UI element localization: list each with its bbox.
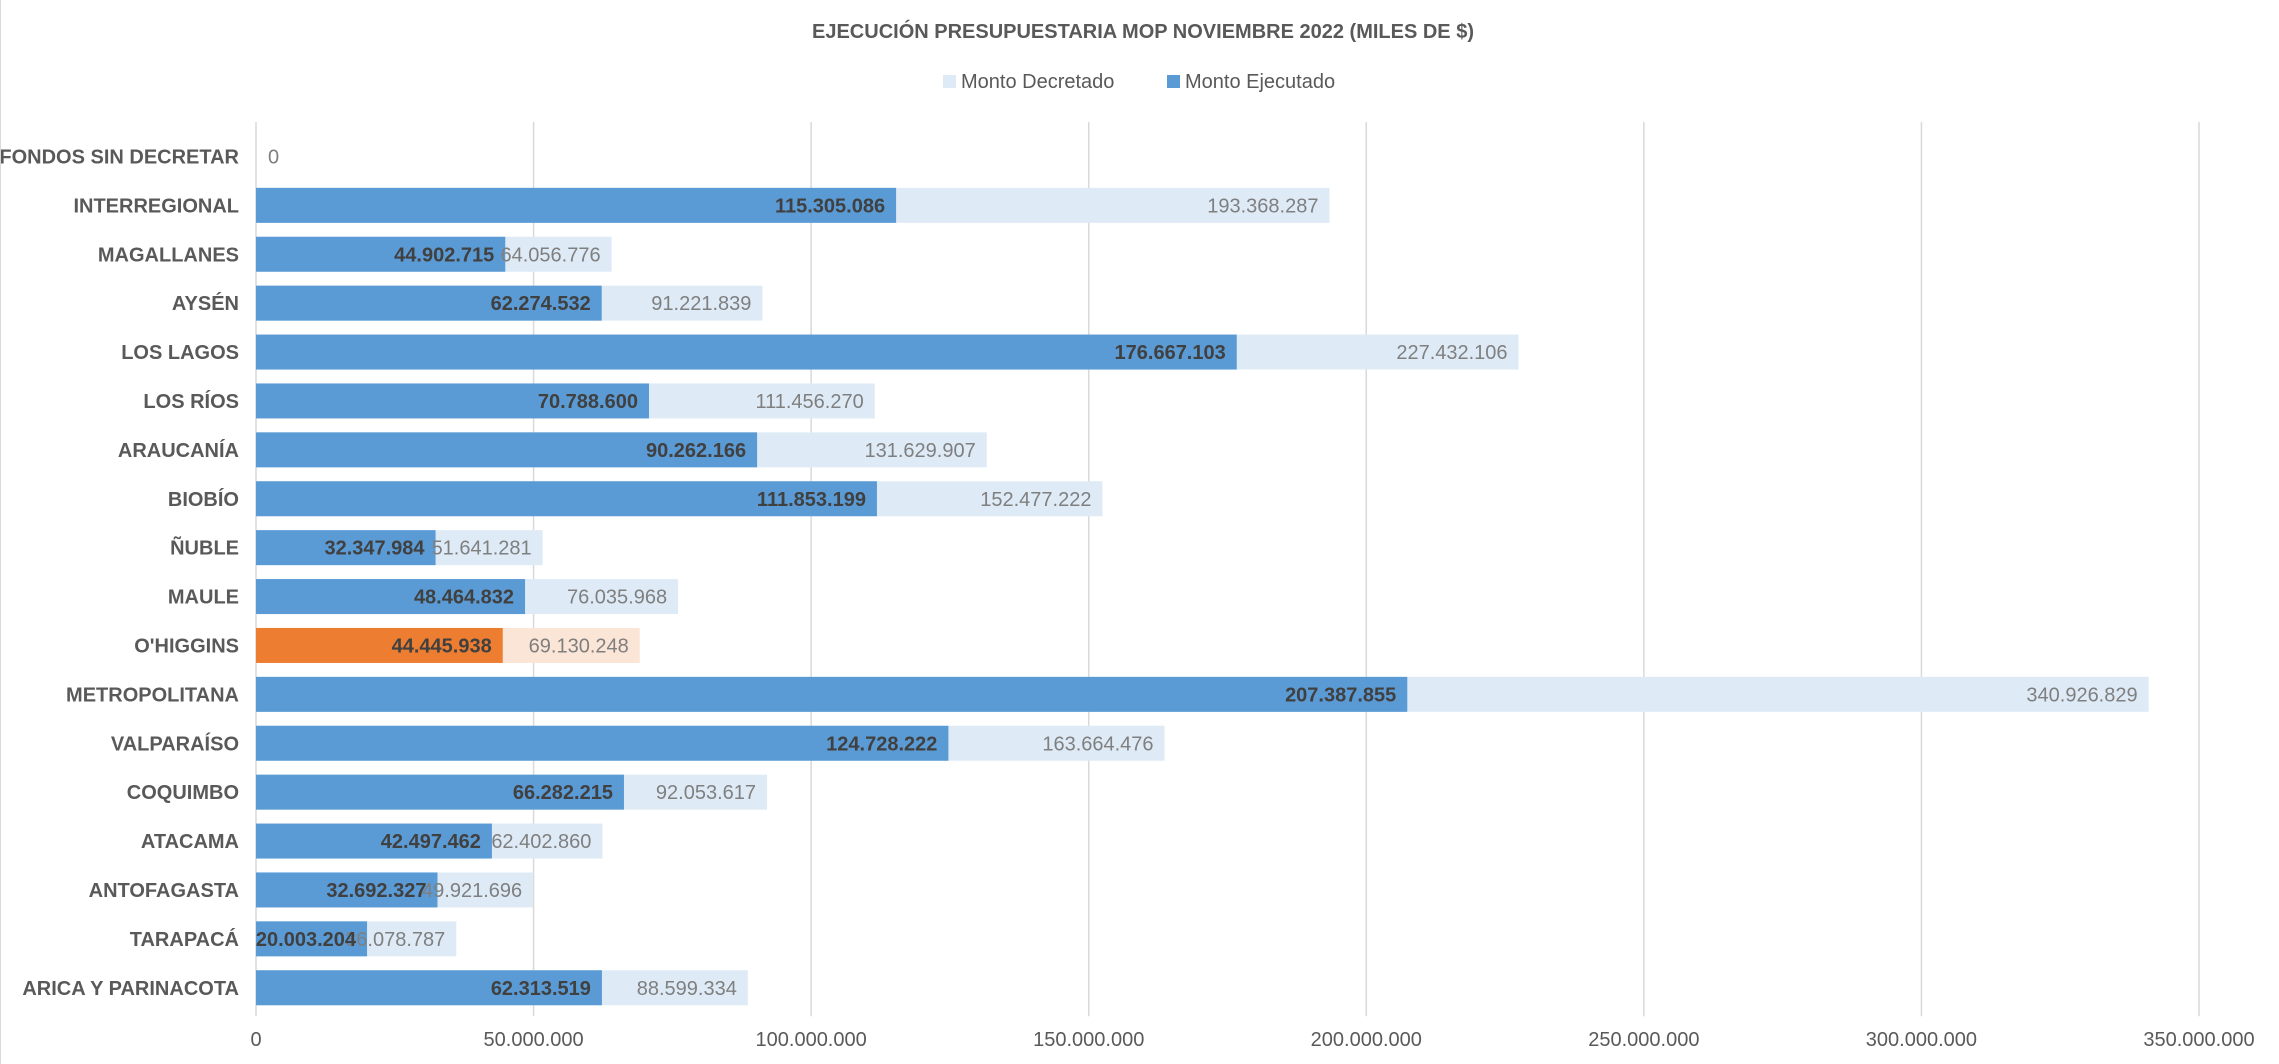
bar-monto-ejecutado <box>256 872 438 908</box>
x-tick-label: 250.000.000 <box>1588 1029 1699 1051</box>
bar-monto-ejecutado <box>256 725 949 761</box>
data-label-ejecutado: 44.902.715 <box>394 244 494 266</box>
data-label-ejecutado: 115.305.086 <box>775 195 885 217</box>
data-label-ejecutado: 66.282.215 <box>513 782 613 804</box>
data-label-ejecutado: 70.788.600 <box>538 391 638 413</box>
data-label-decretado: 64.056.776 <box>500 244 600 266</box>
bar-monto-ejecutado <box>256 823 492 859</box>
data-label-decretado: 88.599.334 <box>637 978 737 1000</box>
category-label: LOS RÍOS <box>143 390 239 413</box>
category-label: ÑUBLE <box>170 537 239 560</box>
data-label-decretado: 131.629.907 <box>864 440 975 462</box>
category-label: ANTOFAGASTA <box>89 880 239 902</box>
data-label-decretado: 92.053.617 <box>656 782 756 804</box>
data-label-decretado: 163.664.476 <box>1042 733 1153 755</box>
data-label-decretado: 111.456.270 <box>755 391 863 413</box>
bar-monto-ejecutado <box>256 383 649 419</box>
bar-monto-ejecutado <box>256 334 1237 370</box>
category-label: INTERREGIONAL <box>73 195 239 217</box>
legend: Monto Decretado Monto Ejecutado <box>943 71 1335 93</box>
data-label-decretado: 36.078.787 <box>345 929 445 951</box>
category-label: VALPARAÍSO <box>111 732 239 755</box>
data-label-ejecutado: 32.347.984 <box>324 538 425 560</box>
bars <box>256 187 2149 1006</box>
data-labels: 0 193.368.287 115.305.086 64.056.776 44.902.… <box>256 146 2138 999</box>
category-label: LOS LAGOS <box>121 342 239 364</box>
category-label: ATACAMA <box>141 831 239 853</box>
category-label: AYSÉN <box>172 292 239 315</box>
data-label-decretado: 76.035.968 <box>567 587 667 609</box>
legend-label: Monto Ejecutado <box>1185 71 1335 93</box>
data-label-ejecutado: 62.313.519 <box>491 978 591 1000</box>
bar-monto-ejecutado <box>256 481 877 517</box>
data-label-decretado: 51.641.281 <box>432 538 532 560</box>
category-label: METROPOLITANA <box>66 684 239 706</box>
bar-monto-ejecutado <box>256 530 436 566</box>
bar-monto-ejecutado <box>256 921 368 957</box>
data-label-ejecutado: 48.464.832 <box>414 587 514 609</box>
category-label: MAGALLANES <box>98 244 239 266</box>
data-label-ejecutado: 62.274.532 <box>491 293 591 315</box>
bar-monto-ejecutado <box>256 579 526 615</box>
legend-swatch <box>1167 75 1180 88</box>
data-label-ejecutado: 44.445.938 <box>392 635 492 657</box>
bar-monto-ejecutado <box>256 676 1408 712</box>
data-label-decretado: 227.432.106 <box>1396 342 1507 364</box>
x-tick-label: 300.000.000 <box>1866 1029 1977 1051</box>
x-tick-label: 50.000.000 <box>484 1029 584 1051</box>
category-axis: FONDOS SIN DECRETAR INTERREGIONAL MAGALLAN… <box>1 146 240 999</box>
category-label: ARAUCANÍA <box>118 439 239 462</box>
data-label-decretado: 193.368.287 <box>1207 195 1318 217</box>
bar-monto-ejecutado <box>256 970 602 1006</box>
bar-monto-ejecutado <box>256 236 506 272</box>
data-label-ejecutado: 42.497.462 <box>381 831 481 853</box>
bar-monto-ejecutado <box>256 774 624 810</box>
bar-monto-ejecutado <box>256 285 602 321</box>
category-label: ARICA Y PARINACOTA <box>22 978 239 1000</box>
chart-title: EJECUCIÓN PRESUPUESTARIA MOP NOVIEMBRE 2… <box>812 19 1474 43</box>
value-axis: 0 50.000.000 100.000.000 150.000.000 200.000… <box>250 1029 2254 1051</box>
data-label-ejecutado: 176.667.103 <box>1115 342 1226 364</box>
data-label-decretado: 340.926.829 <box>2026 684 2137 706</box>
data-label-ejecutado: 32.692.327 <box>326 880 426 902</box>
x-tick-label: 100.000.000 <box>756 1029 867 1051</box>
bar-monto-ejecutado <box>256 432 758 468</box>
legend-swatch <box>943 75 956 88</box>
category-label: MAULE <box>168 587 239 609</box>
data-label-decretado: 62.402.860 <box>491 831 591 853</box>
data-label-decretado: 49.921.696 <box>422 880 522 902</box>
data-label-ejecutado: 111.853.199 <box>757 489 866 511</box>
bar-monto-ejecutado <box>256 187 897 223</box>
category-label: TARAPACÁ <box>130 928 239 951</box>
x-tick-label: 200.000.000 <box>1311 1029 1422 1051</box>
category-label: FONDOS SIN DECRETAR <box>1 146 240 168</box>
category-label: COQUIMBO <box>127 782 239 804</box>
x-tick-label: 350.000.000 <box>2143 1029 2254 1051</box>
data-label-decretado: 91.221.839 <box>651 293 751 315</box>
data-label-ejecutado: 20.003.204 <box>256 929 357 951</box>
x-tick-label: 150.000.000 <box>1033 1029 1144 1051</box>
data-label-ejecutado: 124.728.222 <box>826 733 937 755</box>
x-tick-label: 0 <box>250 1029 261 1051</box>
category-label: BIOBÍO <box>168 488 239 511</box>
data-label-decretado: 152.477.222 <box>980 489 1091 511</box>
bar-monto-ejecutado <box>256 627 503 663</box>
data-label-decretado: 0 <box>268 146 279 168</box>
data-label-ejecutado: 90.262.166 <box>646 440 746 462</box>
data-label-ejecutado: 207.387.855 <box>1285 684 1396 706</box>
category-label: O'HIGGINS <box>134 635 239 657</box>
data-label-decretado: 69.130.248 <box>529 635 629 657</box>
legend-label: Monto Decretado <box>961 71 1114 93</box>
